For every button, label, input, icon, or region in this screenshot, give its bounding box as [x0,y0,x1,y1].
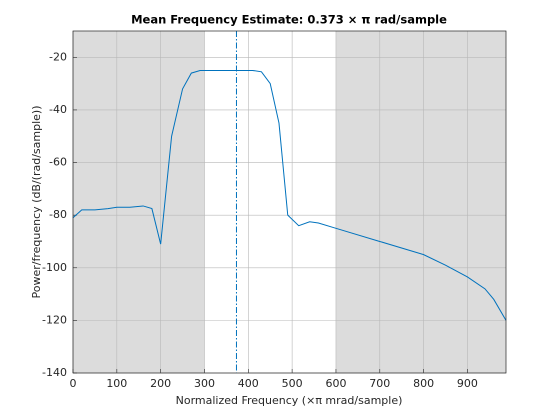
x-tick-label: 200 [150,377,171,390]
chart-title: Mean Frequency Estimate: 0.373 × π rad/s… [131,13,447,27]
line-series [72,69,507,321]
x-tick-label: 500 [282,377,303,390]
x-tick-label: 100 [106,377,127,390]
y-tick-label: -60 [49,156,67,169]
y-tick-label: -40 [49,103,67,116]
x-tick-label: 600 [325,377,346,390]
axes-box [72,30,507,374]
x-tick-label: 900 [457,377,478,390]
y-tick-label: -20 [49,50,67,63]
x-tick-label: 0 [70,377,77,390]
y-tick-label: -80 [49,208,67,221]
x-tick-label: 300 [194,377,215,390]
x-tick-label: 800 [413,377,434,390]
shaded-band [73,31,205,373]
y-axis-label: Power/frequency (dB/(rad/sample)) [30,106,43,299]
y-tick-label: -140 [42,366,67,379]
y-tick-label: -100 [42,261,67,274]
y-tick-label: -120 [42,313,67,326]
x-tick-label: 400 [238,377,259,390]
shaded-band [335,31,506,373]
x-tick-label: 700 [369,377,390,390]
x-axis-label: Normalized Frequency (×π mrad/sample) [176,394,403,407]
